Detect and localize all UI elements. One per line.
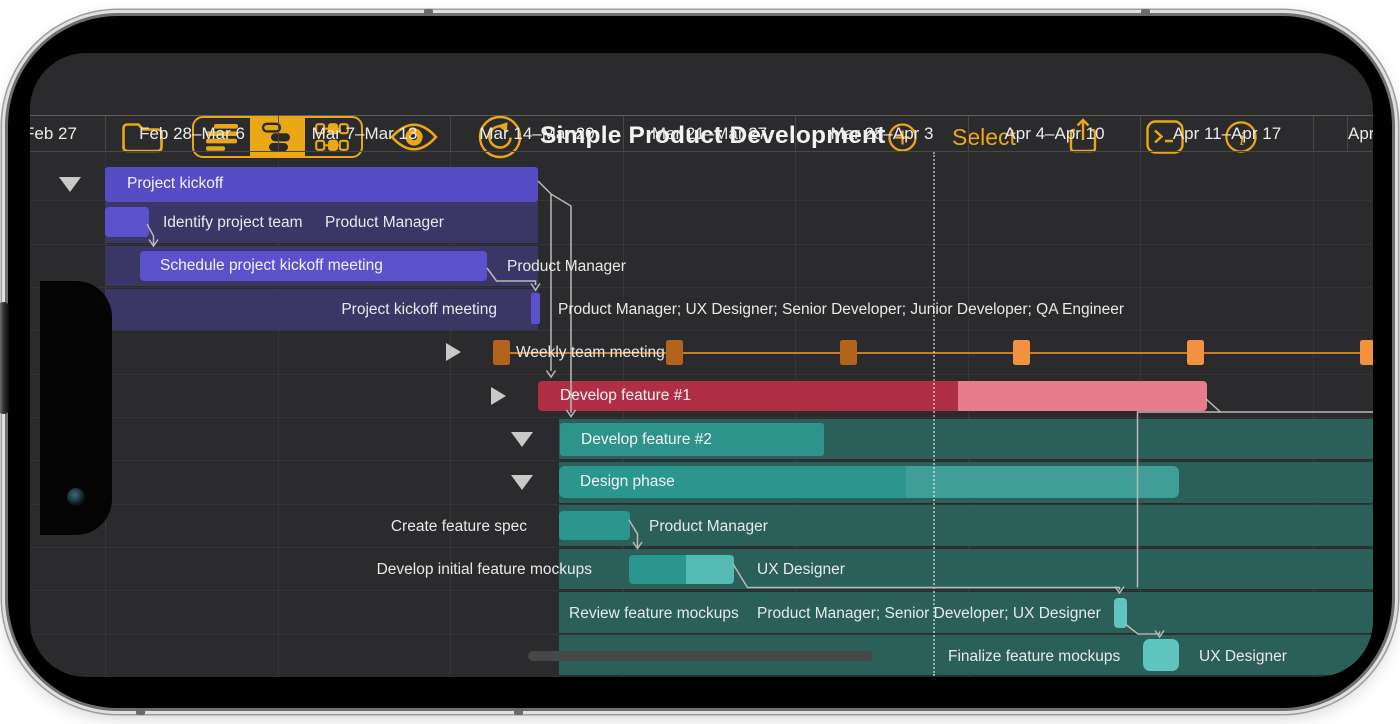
network-view-icon	[315, 122, 350, 151]
grid-line	[450, 152, 451, 677]
iphone-frame: Simple Product Development Select	[0, 9, 1392, 715]
meeting-marker-done[interactable]	[492, 340, 510, 365]
group-span-band	[559, 505, 1373, 546]
completed-segment	[559, 466, 906, 498]
grid-line	[795, 152, 796, 677]
group-span-band	[559, 592, 1373, 633]
task-bar-develop-feature-2[interactable]: Develop feature #2	[559, 422, 824, 457]
antenna-line	[514, 708, 523, 715]
task-bar-schedule-kickoff-meeting[interactable]: Schedule project kickoff meeting	[140, 250, 487, 281]
console-icon[interactable]	[1146, 120, 1184, 154]
task-bar-review-feature-mockups[interactable]	[1114, 597, 1127, 628]
week-column-header[interactable]: Mar 14–Mar 20	[450, 116, 623, 152]
row-line	[30, 417, 1373, 418]
today-line	[933, 152, 935, 676]
network-view-button[interactable]	[305, 118, 361, 156]
row-line	[30, 374, 1373, 375]
timeline-header: Feb 27 Feb 28–Mar 6 Mar 7–Mar 13 Mar 14–…	[30, 115, 1373, 152]
horizontal-scrollbar[interactable]	[528, 651, 873, 661]
row-line	[30, 504, 1373, 505]
disclosure-triangle-open[interactable]	[59, 177, 81, 192]
gantt-app: Simple Product Development Select	[30, 53, 1373, 677]
remaining-segment	[905, 466, 1179, 498]
task-bar-finalize-feature-mockups[interactable]	[1143, 639, 1179, 671]
undo-icon[interactable]	[477, 114, 523, 160]
gantt-view-button[interactable]	[249, 118, 306, 156]
week-column-header[interactable]: Mar 28–Apr 3	[795, 116, 968, 152]
week-column-header[interactable]: Feb 28–Mar 6	[105, 116, 278, 152]
gantt-view-icon	[261, 122, 290, 152]
row-line	[30, 287, 1373, 288]
eye-icon[interactable]	[390, 120, 438, 154]
week-column-header[interactable]: Feb 27	[30, 124, 77, 143]
document-title: Simple Product Development	[540, 122, 886, 149]
week-column-header[interactable]: Apr 18–Apr 24	[1347, 116, 1373, 152]
task-label: Develop initial feature mockups	[376, 561, 592, 578]
meeting-marker-future[interactable]	[1360, 340, 1373, 365]
disclosure-triangle-collapsed[interactable]	[491, 386, 506, 405]
antenna-line	[1141, 9, 1150, 16]
row-line	[30, 547, 1373, 548]
week-column-header[interactable]: Mar 7–Mar 13	[278, 116, 450, 152]
repeat-connector-line	[501, 351, 1373, 354]
group-span-band	[105, 202, 538, 243]
completed-segment	[538, 381, 958, 411]
grid-line	[968, 152, 969, 677]
svg-text:i: i	[1239, 128, 1245, 150]
group-span-band	[105, 289, 538, 330]
milestone-bar-project-kickoff-meeting[interactable]	[531, 292, 540, 324]
add-icon[interactable]	[888, 123, 917, 152]
task-label: Create feature spec	[390, 517, 527, 535]
antenna-line	[136, 708, 145, 715]
row-line	[30, 244, 1373, 245]
week-column-header[interactable]: Apr 11–Apr 17	[1140, 116, 1313, 152]
screen: Simple Product Development Select	[30, 53, 1373, 677]
disclosure-triangle-open[interactable]	[511, 432, 533, 447]
meeting-marker-future[interactable]	[1013, 340, 1031, 365]
row-line	[30, 460, 1373, 461]
row-line	[30, 590, 1373, 591]
task-bar-develop-feature-1[interactable]: Develop feature #1	[538, 381, 1207, 411]
antenna-line	[424, 9, 433, 16]
disclosure-triangle-open[interactable]	[511, 475, 533, 491]
outline-view-icon	[205, 124, 238, 151]
task-bar-project-kickoff[interactable]: Project kickoff	[105, 167, 538, 202]
week-column-header[interactable]: Apr 4–Apr 10	[968, 116, 1140, 152]
notch	[40, 281, 112, 535]
meeting-marker-done[interactable]	[839, 340, 857, 365]
row-line	[30, 200, 1373, 201]
view-switcher	[192, 116, 363, 158]
row-line	[30, 634, 1373, 635]
meeting-marker-future[interactable]	[1186, 340, 1204, 365]
remaining-segment	[686, 555, 734, 585]
outline-view-button[interactable]	[194, 118, 250, 156]
completed-segment	[629, 555, 686, 585]
select-button[interactable]: Select	[952, 124, 1016, 150]
folder-icon[interactable]	[120, 119, 164, 155]
side-button	[0, 302, 9, 414]
task-bar-identify-project-team[interactable]	[105, 206, 149, 237]
row-line	[30, 330, 1373, 331]
grid-line	[623, 152, 624, 677]
toolbar: Simple Product Development Select	[30, 53, 1373, 159]
disclosure-triangle-collapsed[interactable]	[446, 343, 461, 361]
task-bar-design-phase[interactable]: Design phase	[559, 466, 1179, 498]
front-camera	[67, 488, 85, 506]
meeting-marker-done[interactable]	[666, 340, 684, 365]
week-column-header[interactable]: Mar 21–Mar 27	[623, 116, 795, 152]
grid-line	[1313, 152, 1314, 677]
task-bar-develop-initial-mockups[interactable]	[629, 555, 734, 585]
remaining-segment	[957, 381, 1207, 411]
resource-label: Product Manager; UX Designer; Senior Dev…	[558, 300, 1125, 318]
task-bar-create-feature-spec[interactable]	[559, 511, 630, 540]
grid-line	[278, 152, 279, 677]
